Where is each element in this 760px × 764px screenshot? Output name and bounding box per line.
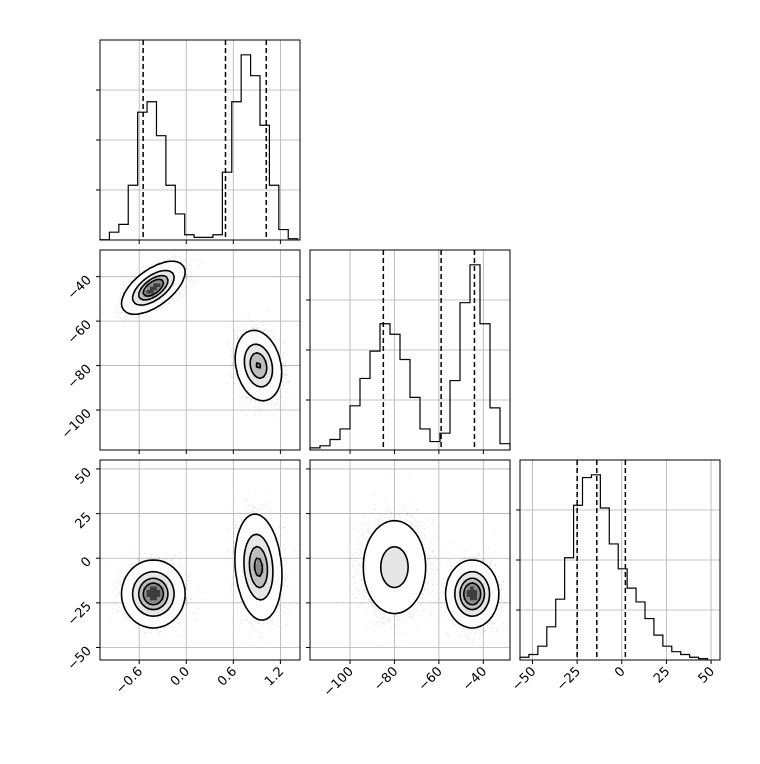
histogram-panel-1 (306, 249, 511, 451)
x-tick-label: −50 (509, 664, 539, 694)
y-tick-label: 0 (78, 554, 94, 570)
contour-line (379, 545, 491, 617)
density-fill (466, 586, 477, 601)
scatter-panel-0-1 (99, 249, 301, 451)
contour-line (142, 557, 264, 606)
panel-border (309, 249, 511, 451)
density-fill (146, 586, 161, 601)
x-tick-label: −80 (371, 664, 401, 694)
x-tick-label: −0.6 (113, 664, 146, 697)
contour-line (138, 274, 268, 380)
y-tick-label: 50 (73, 465, 95, 487)
panel-border (309, 459, 511, 661)
contour-line (362, 519, 500, 629)
x-tick-label: 0 (612, 664, 628, 680)
scatter-panel-1-2 (309, 459, 511, 661)
y-tick-label: −100 (59, 406, 95, 442)
x-tick-label: −25 (554, 664, 584, 694)
y-tick-label: −25 (65, 599, 95, 629)
contour-line (459, 577, 486, 611)
panel-border (99, 39, 301, 241)
panel-border (519, 459, 721, 661)
x-tick-label: −100 (321, 664, 357, 700)
panel-content (108, 488, 299, 644)
y-tick-label: −80 (65, 362, 95, 392)
x-tick-label: 0.0 (168, 664, 193, 689)
y-tick-label: −50 (65, 644, 95, 674)
panel-border (99, 249, 301, 451)
histogram-step-line (99, 54, 299, 241)
panel-content (342, 478, 510, 648)
histogram-step-line (519, 474, 709, 660)
contour-line (462, 582, 482, 606)
x-tick-label: 25 (651, 664, 673, 686)
contour-line (142, 278, 262, 369)
panel-border (99, 459, 301, 661)
y-tick-label: −40 (65, 273, 95, 303)
histogram-step-line (309, 264, 511, 450)
histogram-panel-2 (516, 459, 721, 661)
contour-line (137, 545, 269, 611)
scatter-panel-0-2 (99, 459, 301, 661)
x-tick-label: −60 (416, 664, 446, 694)
x-tick-label: 1.2 (262, 664, 287, 689)
y-tick-label: −60 (65, 317, 95, 347)
contour-line (131, 269, 274, 388)
histogram-panel-0 (96, 39, 301, 241)
x-tick-label: 50 (696, 664, 718, 686)
panel-content (103, 255, 291, 423)
x-tick-label: −40 (460, 664, 490, 694)
density-fill (146, 283, 161, 294)
contour-line (120, 260, 283, 402)
contour-line (131, 533, 274, 617)
x-tick-label: 0.6 (215, 664, 240, 689)
contour-line (120, 513, 283, 629)
y-tick-label: 25 (73, 510, 95, 532)
